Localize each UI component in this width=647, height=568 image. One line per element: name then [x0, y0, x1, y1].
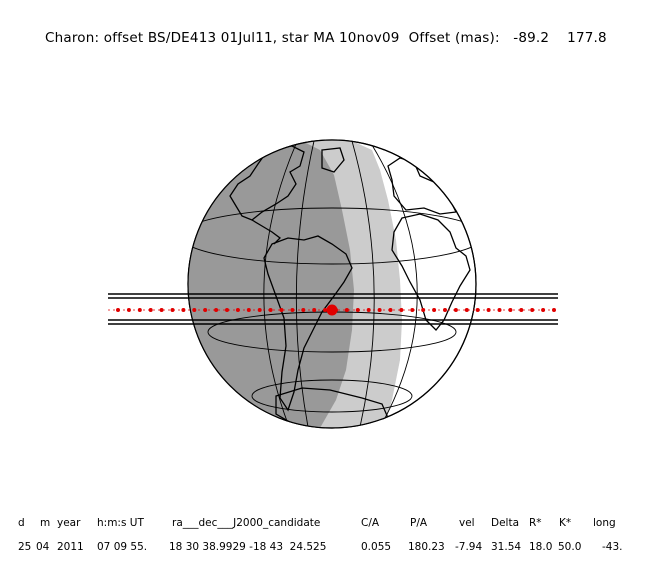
- path-dot: [257, 308, 262, 312]
- path-dot: [366, 308, 371, 312]
- graticule-meridians: [263, 140, 418, 428]
- path-dot: [203, 308, 208, 312]
- globe-outline: [187, 139, 477, 429]
- table-value-d: 25: [18, 541, 32, 553]
- offset-label: Offset (mas):: [408, 30, 500, 46]
- path-dot: [344, 308, 349, 312]
- table-value-m: 04: [36, 541, 50, 553]
- path-dot: [399, 308, 404, 312]
- path-dot: [530, 308, 535, 312]
- path-dot: [453, 308, 458, 312]
- path-dot: [214, 308, 219, 312]
- table-value-time: 07 09 55.: [97, 541, 148, 553]
- path-dot: [312, 308, 317, 312]
- path-dot: [137, 308, 142, 312]
- table-value-radec: 18 30 38.9929 -18 43 24.525: [169, 541, 327, 553]
- table-header-ca: C/A: [361, 517, 380, 529]
- path-dot: [497, 308, 502, 312]
- path-dot: [268, 308, 273, 312]
- path-dot: [519, 308, 524, 312]
- centerline-dots: [116, 308, 556, 312]
- table-header-pa: P/A: [410, 517, 428, 529]
- table-header-delta: Delta: [491, 517, 520, 529]
- offset-ra-value: -89.2: [513, 30, 550, 46]
- table-value-long: -43.: [602, 541, 623, 553]
- path-dot: [377, 308, 382, 312]
- path-dot: [279, 308, 284, 312]
- path-dot: [410, 308, 415, 312]
- path-dot: [246, 308, 251, 312]
- path-dot: [552, 308, 556, 312]
- shadow-path-lines: [108, 293, 558, 325]
- path-dot: [159, 308, 164, 312]
- path-dot: [432, 308, 437, 312]
- path-dot: [475, 308, 480, 312]
- path-dot: [301, 308, 306, 312]
- plot-title: Charon: offset BS/DE413 01Jul11, star MA…: [36, 14, 607, 46]
- table-value-year: 2011: [57, 541, 84, 553]
- path-dot: [323, 308, 328, 312]
- path-dot: [126, 308, 131, 312]
- path-dot: [148, 308, 153, 312]
- table-header-time: h:m:s UT: [97, 517, 144, 529]
- path-dot: [225, 308, 229, 312]
- table-value-ca: 0.055: [361, 541, 392, 553]
- path-dot: [508, 308, 513, 312]
- title-main: Charon: offset BS/DE413 01Jul11, star MA…: [44, 30, 400, 46]
- path-dot: [443, 308, 447, 312]
- path-dot: [290, 308, 295, 312]
- path-dot: [355, 308, 360, 312]
- table-value-vel: -7.94: [455, 541, 483, 553]
- path-dot: [421, 308, 426, 312]
- path-dot: [486, 308, 491, 312]
- table-header-vel: vel: [459, 517, 475, 529]
- table-header-kstar: K*: [559, 517, 572, 529]
- table-header-d: d: [18, 517, 25, 529]
- path-dot: [541, 308, 546, 312]
- path-dot: [170, 308, 175, 312]
- path-dot: [464, 308, 469, 312]
- table-value-kstar: 50.0: [558, 541, 582, 553]
- table-header-radec: ra___dec___J2000_candidate: [172, 517, 321, 529]
- table-value-delta: 31.54: [491, 541, 522, 553]
- table-header-year: year: [57, 517, 81, 529]
- closest-approach-dot: [326, 304, 338, 316]
- path-dot: [192, 308, 197, 312]
- offset-dec-value: 177.8: [567, 30, 607, 46]
- path-dot: [235, 308, 240, 312]
- path-dot: [181, 308, 186, 312]
- path-dot: [388, 308, 393, 312]
- path-dot: [116, 308, 120, 312]
- table-header-long: long: [593, 517, 616, 529]
- table-value-pa: 180.23: [408, 541, 445, 553]
- table-value-rstar: 18.0: [529, 541, 553, 553]
- table-header-rstar: R*: [529, 517, 542, 529]
- table-header-m: m: [40, 517, 51, 529]
